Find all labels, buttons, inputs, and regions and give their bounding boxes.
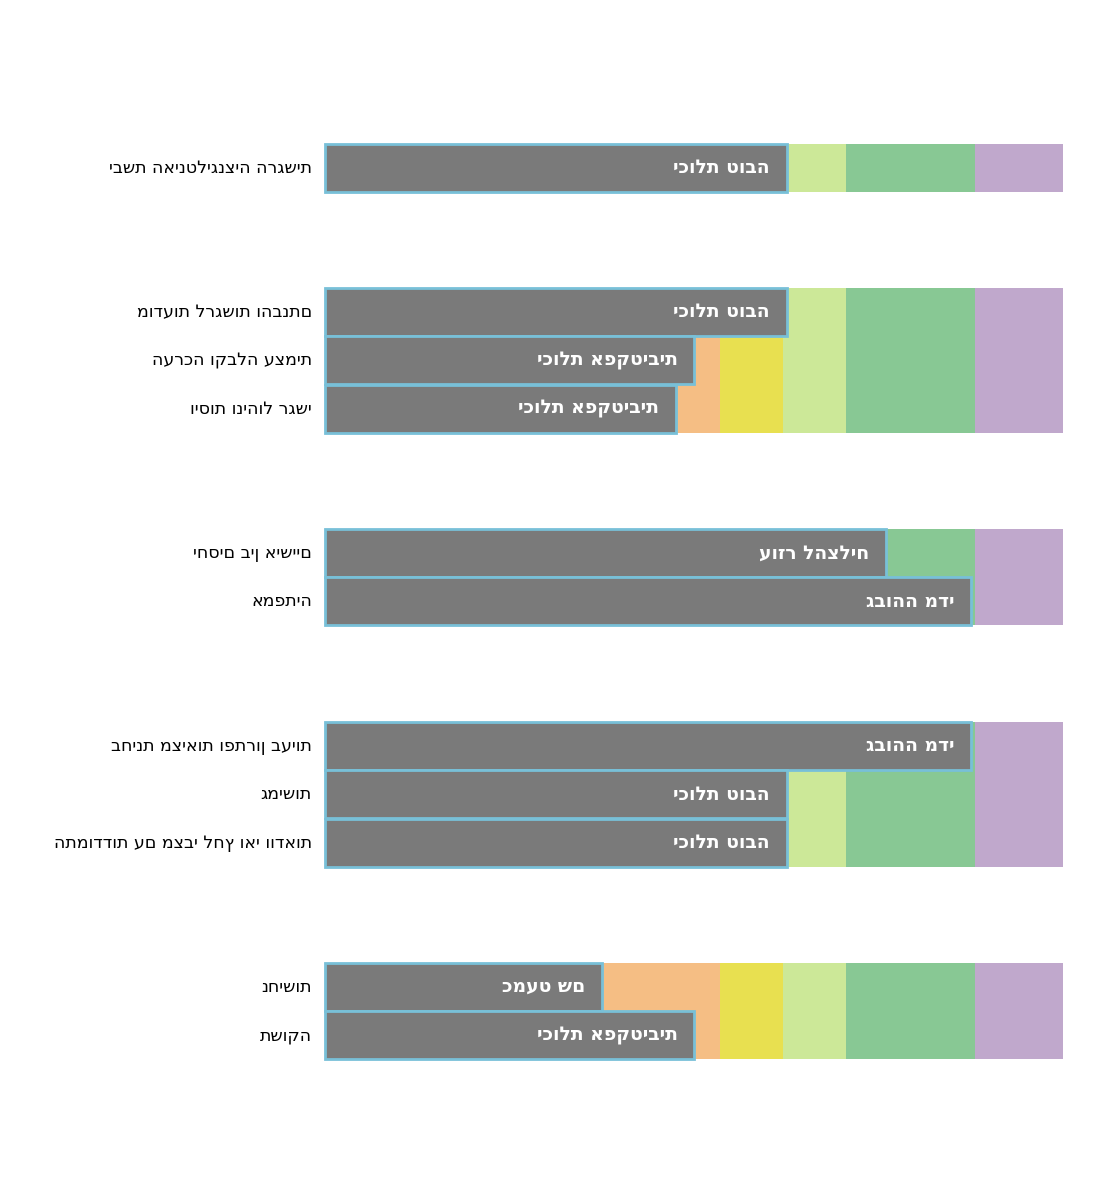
Bar bbox=[325, 962, 720, 1059]
Bar bbox=[325, 962, 602, 1011]
Bar bbox=[325, 288, 787, 336]
Bar bbox=[325, 722, 971, 769]
Text: בחינת מציאות ופתרון בעיות: בחינת מציאות ופתרון בעיות bbox=[111, 736, 312, 755]
Bar bbox=[325, 818, 787, 867]
Bar bbox=[720, 962, 782, 1059]
Text: גמישות: גמישות bbox=[260, 785, 312, 803]
Bar bbox=[782, 529, 845, 625]
Bar bbox=[782, 962, 845, 1059]
Text: הערכה וקבלה עצמית: הערכה וקבלה עצמית bbox=[152, 351, 312, 369]
Bar bbox=[845, 962, 975, 1059]
Bar bbox=[975, 962, 1063, 1059]
Bar bbox=[782, 144, 845, 192]
Bar bbox=[975, 144, 1063, 192]
Text: גבוהה מדי: גבוהה מדי bbox=[866, 592, 954, 611]
Text: כמעט שם: כמעט שם bbox=[503, 977, 585, 996]
Bar bbox=[325, 385, 676, 432]
Text: יחסים בין אישיים: יחסים בין אישיים bbox=[193, 544, 312, 562]
Text: יכולת טובה: יכולת טובה bbox=[673, 158, 770, 177]
Text: עוזר להצליח: עוזר להצליח bbox=[759, 543, 869, 562]
Text: ויסות וניהול רגשי: ויסות וניהול רגשי bbox=[191, 400, 312, 418]
Text: יכולת טובה: יכולת טובה bbox=[673, 833, 770, 852]
Bar bbox=[325, 144, 787, 192]
Text: נחישות: נחישות bbox=[261, 978, 312, 996]
Bar bbox=[720, 144, 782, 192]
Bar bbox=[845, 529, 975, 625]
Bar bbox=[845, 144, 975, 192]
Bar bbox=[325, 1011, 694, 1059]
Bar bbox=[975, 722, 1063, 867]
Text: מודעות לרגשות והבנתם: מודעות לרגשות והבנתם bbox=[137, 303, 312, 320]
Bar bbox=[325, 722, 720, 867]
Bar bbox=[720, 529, 782, 625]
Bar bbox=[325, 578, 971, 625]
Bar bbox=[325, 529, 720, 625]
Text: גבוהה מדי: גבוהה מדי bbox=[866, 736, 954, 755]
Text: תשוקה: תשוקה bbox=[260, 1027, 312, 1045]
Bar bbox=[325, 144, 720, 192]
Bar bbox=[325, 336, 694, 385]
Bar bbox=[782, 722, 845, 867]
Text: יכולת טובה: יכולת טובה bbox=[673, 785, 770, 804]
Bar bbox=[325, 288, 720, 432]
Text: יכולת אפקטיבית: יכולת אפקטיבית bbox=[537, 351, 678, 370]
Bar bbox=[325, 529, 886, 576]
Bar bbox=[845, 288, 975, 432]
Text: יבשת האינטליגנציה הרגשית: יבשת האינטליגנציה הרגשית bbox=[109, 158, 312, 176]
Bar bbox=[325, 771, 787, 818]
Text: יכולת אפקטיבית: יכולת אפקטיבית bbox=[537, 1025, 678, 1045]
Text: יכולת אפקטיבית: יכולת אפקטיבית bbox=[518, 399, 659, 418]
Text: אמפתיה: אמפתיה bbox=[251, 592, 312, 611]
Bar bbox=[720, 288, 782, 432]
Bar bbox=[975, 288, 1063, 432]
Text: התמודדות עם מצבי לחץ ואי וודאות: התמודדות עם מצבי לחץ ואי וודאות bbox=[54, 834, 312, 852]
Bar bbox=[782, 288, 845, 432]
Bar bbox=[720, 722, 782, 867]
Bar bbox=[975, 529, 1063, 625]
Text: יכולת טובה: יכולת טובה bbox=[673, 303, 770, 322]
Bar bbox=[845, 722, 975, 867]
